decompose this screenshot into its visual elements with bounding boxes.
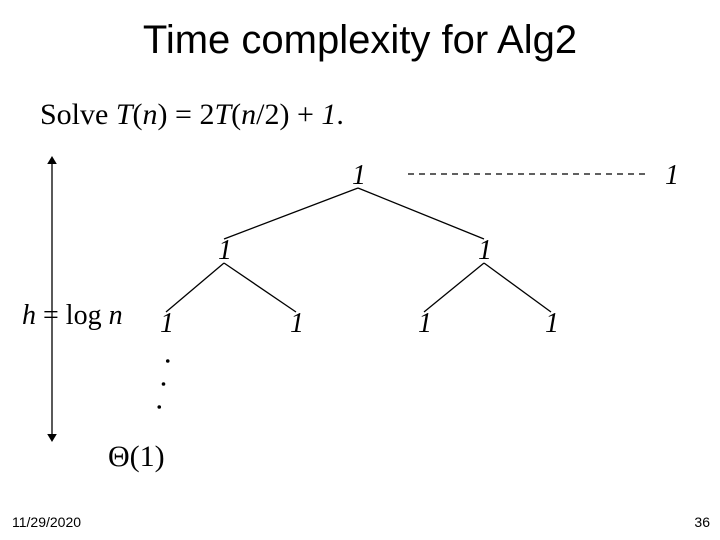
eq-lp1: ( (133, 98, 143, 131)
tree-l2-left: 1 (218, 235, 232, 267)
height-h: h (22, 300, 36, 331)
eq-T2: T (214, 98, 231, 131)
height-eq: = log (36, 300, 109, 331)
eq-n1: n (143, 98, 158, 131)
tree-l3-c: 1 (418, 308, 432, 340)
height-n: n (109, 300, 123, 331)
tree-l3-d: 1 (545, 308, 559, 340)
slide-page-number: 36 (694, 514, 710, 530)
tree-l2-right: 1 (478, 235, 492, 267)
tree-root: 1 (352, 160, 366, 192)
slide-date: 11/29/2020 (12, 514, 81, 530)
height-label: h = log n (22, 300, 123, 332)
leaf-theta: Θ(1) (108, 440, 165, 474)
eq-n2: n (241, 98, 256, 131)
eq-one: 1 (321, 98, 336, 131)
eq-half: /2) + (256, 98, 321, 131)
eq-T1: T (116, 98, 133, 131)
recurrence-equation: Solve T(n) = 2T(n/2) + 1. (40, 98, 344, 132)
slide: Time complexity for Alg2 Solve T(n) = 2T… (0, 0, 720, 540)
eq-mid: ) = 2 (158, 98, 215, 131)
tree-l3-b: 1 (290, 308, 304, 340)
slide-title: Time complexity for Alg2 (0, 18, 720, 63)
eq-lp2: ( (231, 98, 241, 131)
eq-prefix: Solve (40, 98, 116, 131)
eq-dot: . (336, 98, 344, 131)
level-cost-value: 1 (665, 160, 679, 192)
tree-l3-a: 1 (160, 308, 174, 340)
